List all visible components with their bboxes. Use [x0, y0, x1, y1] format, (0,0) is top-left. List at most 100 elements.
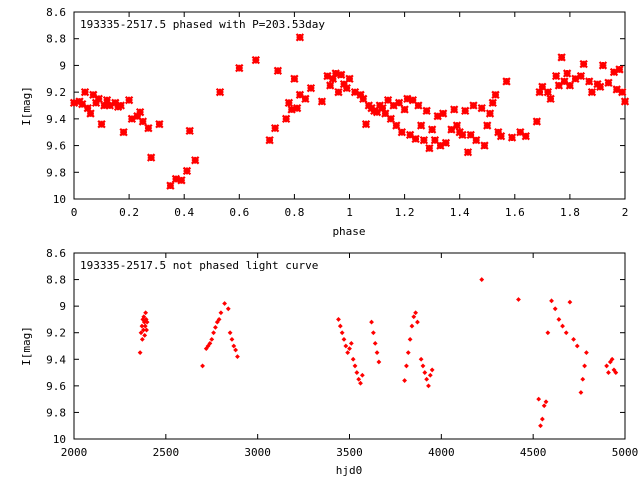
data-point [402, 378, 407, 383]
data-point [116, 101, 126, 110]
data-point [488, 98, 497, 108]
data-point [521, 132, 530, 141]
data-point [580, 376, 586, 382]
data-point [142, 323, 148, 329]
data-point [585, 77, 594, 86]
data-point [356, 376, 362, 382]
data-point [502, 77, 511, 86]
data-point [337, 70, 346, 79]
data-point [105, 101, 114, 110]
data-point [139, 323, 145, 329]
data-point [273, 66, 283, 75]
data-point [554, 81, 564, 90]
y-tick-label: 9.6 [46, 140, 66, 153]
data-point [565, 81, 575, 90]
chart-title: 193335-2517.5 not phased light curve [80, 259, 318, 272]
data-point [231, 343, 237, 349]
y-tick-label: 9.2 [46, 86, 66, 99]
x-tick-label: 3500 [336, 446, 363, 459]
data-point [213, 325, 218, 330]
data-point [571, 336, 576, 342]
x-tick-label: 1 [346, 206, 353, 219]
y-tick-label: 9 [59, 300, 66, 313]
data-points [137, 277, 619, 429]
data-point [535, 87, 544, 97]
data-point [552, 306, 558, 312]
y-tick-label: 8.6 [46, 6, 66, 19]
data-point [587, 87, 597, 97]
data-point [418, 356, 424, 362]
chart-title: 193335-2517.5 phased with P=203.53day [80, 18, 325, 31]
plot-frame [73, 252, 626, 440]
y-tick-label: 8.8 [46, 33, 66, 46]
data-point [557, 53, 566, 62]
data-point [424, 376, 430, 382]
data-point [215, 87, 225, 97]
data-point [612, 85, 621, 94]
data-point [483, 121, 492, 130]
data-point [374, 350, 380, 356]
data-point [78, 99, 87, 109]
data-point [543, 399, 549, 405]
data-point [376, 359, 382, 365]
data-point [211, 330, 216, 336]
data-point [339, 330, 345, 336]
data-point [292, 103, 302, 113]
x-tick-label: 2 [622, 206, 629, 219]
data-point [218, 310, 224, 316]
data-point [571, 74, 580, 83]
data-point [560, 323, 565, 329]
data-point [404, 363, 409, 369]
data-point [182, 166, 192, 176]
data-point [270, 124, 280, 133]
data-point [606, 370, 611, 375]
data-point [348, 340, 354, 346]
data-point [97, 120, 106, 129]
data-point [427, 125, 437, 134]
data-point [137, 350, 143, 356]
data-point [142, 332, 148, 338]
data-point [119, 128, 128, 137]
data-point [496, 132, 506, 141]
data-point [397, 128, 407, 137]
data-point [227, 330, 233, 336]
data-point [155, 120, 164, 129]
data-point [265, 136, 274, 145]
data-point [124, 95, 134, 105]
data-point [609, 356, 615, 362]
data-point [562, 69, 572, 78]
data-point [331, 69, 340, 78]
data-point [582, 363, 587, 369]
data-point [301, 94, 310, 103]
x-tick-label: 0.8 [284, 206, 304, 219]
data-point [416, 121, 426, 130]
data-point [441, 138, 451, 148]
data-point [436, 141, 445, 150]
data-point [138, 117, 148, 126]
data-point [480, 141, 489, 150]
data-point [251, 55, 261, 65]
data-point [235, 63, 244, 73]
y-tick-label: 10 [53, 193, 66, 206]
data-point [392, 121, 401, 130]
data-point [359, 372, 365, 378]
data-point [466, 130, 475, 140]
data-point [609, 67, 619, 77]
data-point [539, 416, 545, 422]
x-tick-label: 0.6 [229, 206, 249, 219]
data-point [141, 314, 147, 320]
y-ticks: 8.6 8.8 9 9.2 9.4 9.6 9.8 10 [46, 6, 625, 206]
data-point [532, 117, 542, 126]
data-point [102, 95, 112, 105]
data-point [222, 301, 228, 306]
y-tick-label: 9 [59, 59, 66, 72]
y-axis-label: I[mag] [20, 326, 33, 366]
data-point [545, 330, 551, 336]
x-tick-label: 3000 [244, 446, 271, 459]
data-point [419, 136, 429, 145]
data-point [177, 176, 186, 185]
data-point [560, 77, 569, 86]
x-tick-label: 2500 [153, 446, 180, 459]
data-point [538, 82, 547, 91]
data-point [200, 363, 205, 369]
